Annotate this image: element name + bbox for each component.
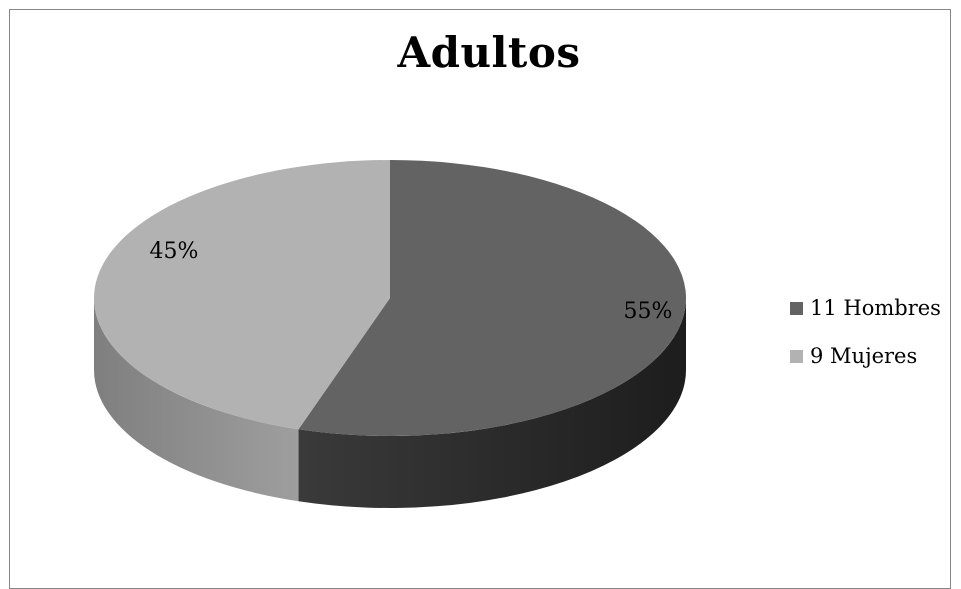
legend-item-hombres: 11 Hombres <box>790 296 941 320</box>
legend-label-hombres: 11 Hombres <box>810 296 941 320</box>
data-label-mujeres: 45% <box>150 239 199 264</box>
legend-swatch-mujeres <box>790 350 803 363</box>
pie-chart: 55% 45% <box>0 0 961 575</box>
legend-swatch-hombres <box>790 302 803 315</box>
legend-label-mujeres: 9 Mujeres <box>810 344 917 368</box>
chart-legend: 11 Hombres 9 Mujeres <box>790 296 941 392</box>
data-label-hombres: 55% <box>624 299 673 324</box>
legend-item-mujeres: 9 Mujeres <box>790 344 941 368</box>
